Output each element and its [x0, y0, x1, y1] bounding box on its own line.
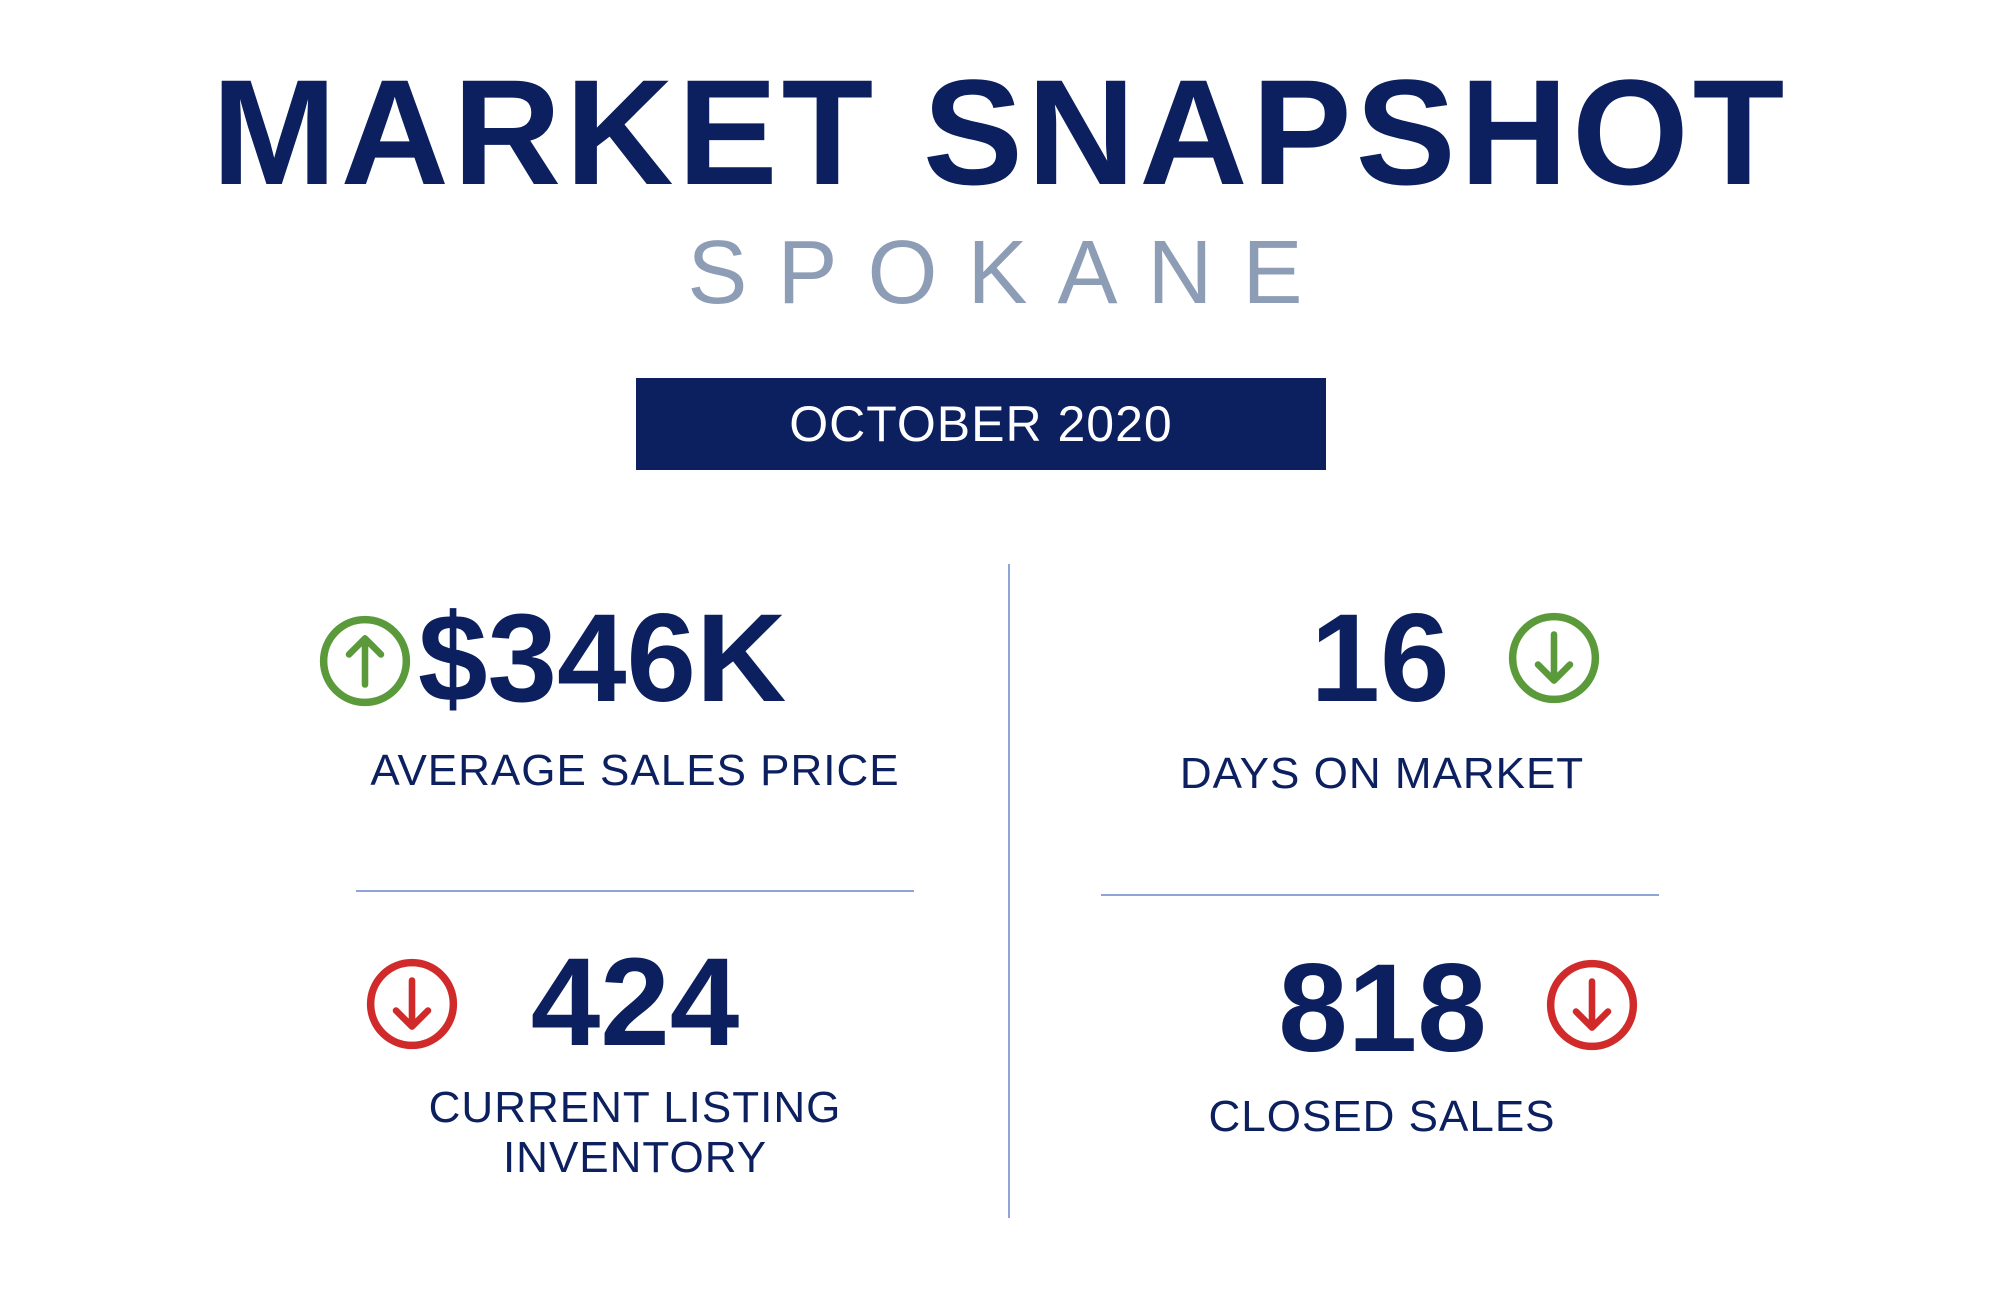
city-subtitle: SPOKANE — [687, 223, 1333, 323]
average-sales-price-value: $346K — [418, 589, 787, 728]
arrow-down-circle-icon — [1508, 612, 1600, 704]
closed-sales-value: 818 — [1278, 939, 1487, 1078]
closed-sales-label: CLOSED SALES — [1208, 1092, 1556, 1141]
days-on-market-label: DAYS ON MARKET — [1179, 749, 1585, 798]
period-banner: OCTOBER 2020 — [636, 378, 1326, 470]
vertical-divider — [1008, 564, 1010, 1218]
average-sales-price-label: AVERAGE SALES PRICE — [370, 746, 900, 795]
listing-inventory-label-line2: INVENTORY — [502, 1133, 768, 1182]
right-divider — [1101, 894, 1659, 896]
arrow-down-circle-icon — [366, 958, 458, 1050]
days-on-market-value: 16 — [1310, 589, 1450, 728]
left-divider — [356, 890, 914, 892]
arrow-up-circle-icon — [319, 615, 411, 707]
page-title: MARKET SNAPSHOT — [211, 48, 1789, 216]
listing-inventory-label: CURRENT LISTING INVENTORY — [360, 1083, 910, 1183]
period-label: OCTOBER 2020 — [789, 396, 1173, 452]
arrow-down-circle-icon — [1546, 959, 1638, 1051]
listing-inventory-value: 424 — [530, 933, 740, 1072]
listing-inventory-label-line1: CURRENT LISTING — [428, 1083, 842, 1132]
